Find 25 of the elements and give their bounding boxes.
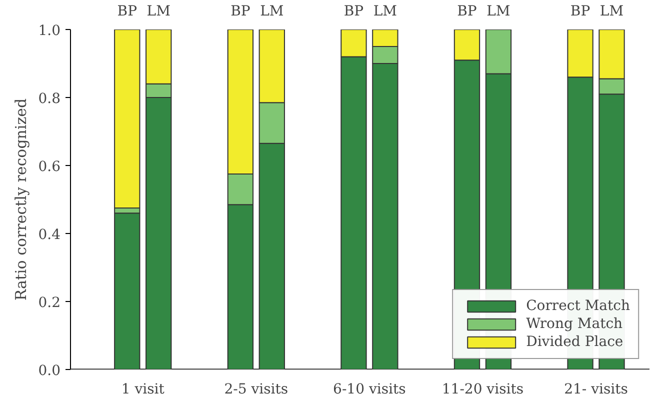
x-tick-label: BP bbox=[117, 4, 138, 20]
x-tick-label: BP bbox=[344, 4, 364, 20]
text: 2-5 visits bbox=[224, 382, 288, 398]
y-axis-title: Ratio correctly recognized bbox=[12, 98, 30, 301]
y-tick-label: 0.2 bbox=[38, 295, 60, 311]
y-tick-label: 0.6 bbox=[38, 159, 61, 175]
y-tick-label: 1.0 bbox=[38, 23, 60, 39]
x-tick-label: BP bbox=[570, 4, 590, 20]
x-tick-label: LM bbox=[260, 4, 284, 20]
text: 11-20 visits bbox=[442, 382, 524, 398]
y-tick-label: 0.8 bbox=[38, 91, 60, 107]
text: 6-10 visits bbox=[333, 382, 406, 398]
y-tick-label: 0.4 bbox=[38, 227, 61, 243]
x-tick-label: BP bbox=[230, 4, 250, 20]
text: 21- visits bbox=[564, 382, 628, 398]
legend-label: Divided Place bbox=[526, 334, 624, 350]
text: 1 visit bbox=[121, 382, 165, 398]
x-tick-label: LM bbox=[486, 4, 510, 20]
legend-label: Wrong Match bbox=[526, 316, 623, 332]
x-tick-label: LM bbox=[373, 4, 397, 20]
legend-label: Correct Match bbox=[526, 298, 630, 314]
x-tick-label: BP bbox=[457, 4, 477, 20]
y-tick-label: 0.0 bbox=[38, 363, 60, 379]
x-tick-label: LM bbox=[146, 4, 170, 20]
x-tick-label: LM bbox=[600, 4, 624, 20]
